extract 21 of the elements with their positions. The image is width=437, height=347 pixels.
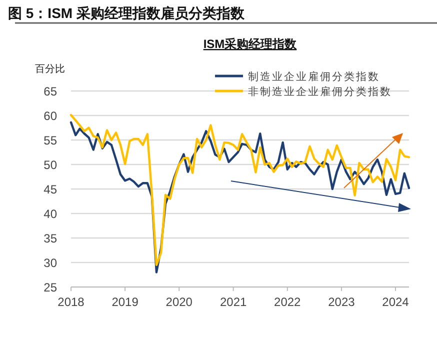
y-tick-label: 55 — [44, 134, 58, 148]
legend-label: 制造业企业雇佣分类指数 — [248, 70, 380, 83]
y-tick-label: 30 — [44, 256, 58, 270]
y-tick-label: 60 — [44, 109, 58, 123]
y-tick-label: 45 — [44, 182, 58, 196]
x-tick-label: 2019 — [112, 295, 139, 309]
chart-subtitle: ISM采购经理指数 — [203, 37, 298, 51]
x-tick-label: 2018 — [58, 295, 85, 309]
y-tick-label: 35 — [44, 232, 58, 246]
y-tick-label: 50 — [44, 158, 58, 172]
y-tick-label: 65 — [44, 84, 58, 98]
y-axis-title: 百分比 — [35, 63, 65, 75]
chart-title: 图 5：ISM 采购经理指数雇员分类指数 — [8, 5, 246, 21]
y-tick-label: 40 — [44, 207, 58, 221]
x-tick-label: 2020 — [166, 295, 193, 309]
x-tick-label: 2024 — [382, 295, 410, 309]
x-tick-label: 2022 — [274, 295, 302, 309]
y-tick-label: 25 — [44, 280, 58, 294]
x-tick-label: 2021 — [220, 295, 248, 309]
x-tick-label: 2023 — [328, 295, 356, 309]
legend-label: 非制造业企业雇佣分类指数 — [248, 85, 392, 98]
